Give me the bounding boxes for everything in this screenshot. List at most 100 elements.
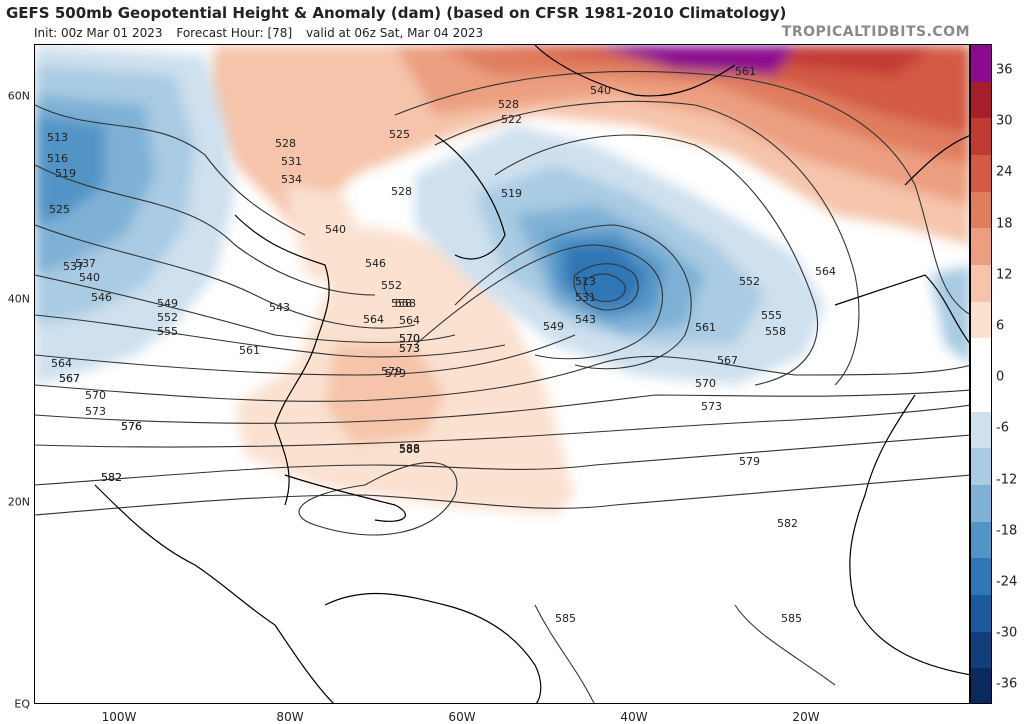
init-time: Init: 00z Mar 01 2023 bbox=[34, 26, 163, 40]
positive-anomaly-shading bbox=[205, 45, 969, 515]
negative-anomaly-shading bbox=[35, 45, 969, 385]
contour-label: 546 bbox=[91, 291, 112, 304]
colorbar-tick-label: 6 bbox=[996, 318, 1005, 334]
contour-label: 561 bbox=[695, 321, 716, 334]
colorbar-segment bbox=[971, 301, 991, 339]
colorbar-segment bbox=[971, 448, 991, 485]
contour-label: 558 bbox=[395, 297, 416, 310]
contour-label: 579 bbox=[381, 365, 402, 378]
colorbar-segment bbox=[971, 484, 991, 522]
contour-label: 582 bbox=[777, 517, 798, 530]
contour-label: 567 bbox=[59, 372, 80, 385]
contour-label: 585 bbox=[555, 612, 576, 625]
contour-label: 567 bbox=[717, 354, 738, 367]
lon-label-20w: 20W bbox=[792, 710, 820, 724]
contour-label: 528 bbox=[391, 185, 412, 198]
contour-label: 552 bbox=[739, 275, 760, 288]
contour-label: 579 bbox=[385, 367, 406, 380]
contour-label: 522 bbox=[501, 113, 522, 126]
colorbar-segment bbox=[971, 228, 991, 265]
forecast-hour: Forecast Hour: [78] bbox=[176, 26, 293, 40]
colorbar-tick-label: 12 bbox=[996, 267, 1013, 283]
contour-label: 549 bbox=[543, 320, 564, 333]
contour-label: 588 bbox=[399, 443, 420, 456]
contour-label: 546 bbox=[365, 257, 386, 270]
contour-label: 582 bbox=[101, 471, 122, 484]
contour-label: 540 bbox=[79, 271, 100, 284]
colorbar-segment bbox=[971, 338, 991, 375]
contour-label: 570 bbox=[85, 389, 106, 402]
contour-label: 564 bbox=[363, 313, 384, 326]
contour-label: 558 bbox=[765, 325, 786, 338]
lon-label-100w: 100W bbox=[101, 710, 137, 724]
contour-label: 549 bbox=[157, 297, 178, 310]
colorbar-segment bbox=[971, 264, 991, 302]
colorbar-segment bbox=[971, 631, 991, 669]
contour-label: 528 bbox=[498, 98, 519, 111]
colorbar-segment bbox=[971, 668, 991, 703]
contour-label: 516 bbox=[47, 152, 68, 165]
contour-label: 570 bbox=[399, 332, 420, 345]
contour-label: 540 bbox=[590, 84, 611, 97]
colorbar-segment bbox=[971, 45, 991, 82]
contour-label: 561 bbox=[735, 65, 756, 78]
contour-label: 513 bbox=[575, 275, 596, 288]
lat-label-eq: EQ bbox=[14, 697, 30, 711]
contour-label: 579 bbox=[739, 455, 760, 468]
colorbar-segment bbox=[971, 558, 991, 595]
contour-label: 576 bbox=[121, 420, 142, 433]
contour-label: 564 bbox=[51, 357, 72, 370]
lon-label-40w: 40W bbox=[620, 710, 648, 724]
contour-label: 585 bbox=[781, 612, 802, 625]
colorbar-tick-label: 36 bbox=[996, 62, 1013, 78]
contour-label: 555 bbox=[157, 325, 178, 338]
contour-label: 519 bbox=[501, 187, 522, 200]
coastlines bbox=[94, 45, 969, 703]
contour-label: 561 bbox=[239, 344, 260, 357]
lon-label-60w: 60W bbox=[448, 710, 476, 724]
contour-label: 558 bbox=[391, 297, 412, 310]
contour-label: 531 bbox=[575, 291, 596, 304]
contour-label: 573 bbox=[701, 400, 722, 413]
colorbar-segment bbox=[971, 118, 991, 155]
contour-label: 552 bbox=[381, 279, 402, 292]
colorbar-tick-label: 0 bbox=[996, 369, 1005, 385]
contour-label: 525 bbox=[389, 128, 410, 141]
contour-label: 513 bbox=[47, 131, 68, 144]
colorbar-tick-label: 30 bbox=[996, 113, 1013, 129]
lon-label-80w: 80W bbox=[276, 710, 304, 724]
colorbar-segment bbox=[971, 81, 991, 119]
colorbar-segment bbox=[971, 374, 991, 412]
colorbar-tick-label: 24 bbox=[996, 164, 1013, 180]
colorbar-tick-label: -36 bbox=[996, 676, 1018, 692]
contour-label: 564 bbox=[815, 265, 836, 278]
colorbar-tick-label: -30 bbox=[996, 625, 1018, 641]
contour-label: 567 bbox=[59, 372, 80, 385]
anomaly-map: 513 516 519 525 528 531 534 537 540 543 … bbox=[35, 45, 969, 703]
contour-label: 582 bbox=[101, 471, 122, 484]
contour-label: 528 bbox=[275, 137, 296, 150]
contour-label: 543 bbox=[575, 313, 596, 326]
contour-label: 525 bbox=[49, 203, 70, 216]
colorbar-segment bbox=[971, 154, 991, 192]
contour-label: 573 bbox=[85, 405, 106, 418]
colorbar-segment bbox=[971, 411, 991, 449]
brand-watermark: TROPICALTIDBITS.COM bbox=[781, 24, 970, 40]
colorbar-segment bbox=[971, 594, 991, 632]
colorbar-segment bbox=[971, 521, 991, 559]
contour-label: 570 bbox=[695, 377, 716, 390]
chart-subtitle: Init: 00z Mar 01 2023 Forecast Hour: [78… bbox=[34, 26, 493, 40]
lat-label-60n: 60N bbox=[7, 89, 30, 103]
contour-label: 564 bbox=[399, 314, 420, 327]
colorbar-tick-label: -24 bbox=[996, 574, 1018, 590]
colorbar-tick-label: -12 bbox=[996, 472, 1018, 488]
colorbar-segment bbox=[971, 191, 991, 229]
contour-label: 534 bbox=[281, 173, 302, 186]
lat-label-40n: 40N bbox=[7, 292, 30, 306]
contour-label: 573 bbox=[399, 342, 420, 355]
contour-label: 570 bbox=[399, 332, 420, 345]
contour-label: 552 bbox=[157, 311, 178, 324]
colorbar-tick-label: -6 bbox=[996, 420, 1009, 436]
contour-label: 576 bbox=[121, 420, 142, 433]
colorbar-tick-label: 18 bbox=[996, 216, 1013, 232]
